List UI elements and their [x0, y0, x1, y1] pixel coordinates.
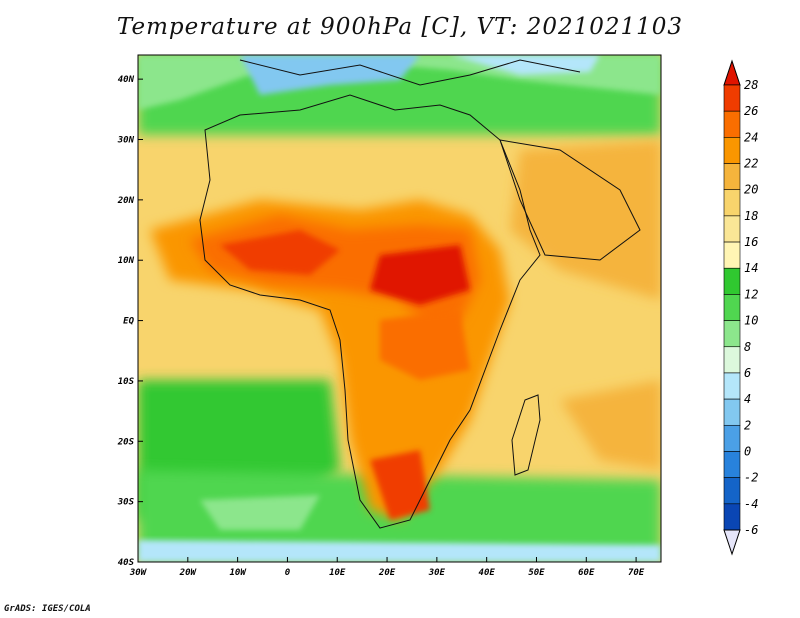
colorbar-label: 14	[744, 261, 758, 275]
colorbar-swatch	[723, 84, 741, 112]
lon-tick-label: 20W	[179, 568, 198, 578]
lon-tick-label: 10W	[229, 568, 247, 578]
coastline	[199, 94, 541, 529]
colorbar-label: 0	[744, 444, 751, 458]
colorbar-label: -4	[744, 497, 758, 511]
lon-tick-label: 70E	[628, 568, 645, 578]
colorbar-label: 18	[744, 209, 758, 223]
colorbar-label: 24	[744, 130, 758, 144]
plot-frame	[137, 54, 662, 563]
temperature-field	[138, 55, 661, 562]
colorbar-label: 6	[744, 366, 751, 380]
lat-tick-label: EQ	[123, 317, 134, 327]
lon-tick-label: 20E	[378, 568, 396, 578]
colorbar-swatch	[723, 503, 741, 531]
colorbar-swatch	[723, 320, 741, 348]
lon-tick-label: 60E	[578, 568, 595, 578]
lat-tick-label: 20S	[117, 437, 135, 447]
lat-tick-label: 20N	[117, 196, 135, 206]
colorbar-swatch	[723, 294, 741, 321]
colorbar-swatch	[723, 346, 741, 374]
colorbar-label: 20	[744, 183, 758, 197]
colorbar-swatch	[723, 424, 741, 452]
colorbar-swatch	[723, 163, 741, 191]
lon-tick-label: 40E	[479, 568, 496, 578]
colorbar-swatch	[723, 241, 741, 269]
colorbar-label: 26	[744, 104, 758, 118]
lon-tick-label: 30W	[129, 568, 148, 578]
map-title: Temperature at 900hPa [C], VT: 202102110…	[116, 14, 684, 40]
lon-tick-label: 10E	[329, 568, 346, 578]
lat-tick-label: 30S	[117, 498, 135, 508]
colorbar-swatch	[723, 189, 741, 217]
colorbar-label: 12	[744, 287, 758, 301]
lat-tick-label: 40N	[118, 75, 135, 85]
colorbar-label: 10	[744, 314, 758, 328]
colorbar-swatch	[723, 137, 741, 164]
colorbar-label: 2	[744, 418, 751, 432]
colorbar-swatch	[723, 110, 741, 138]
colorbar-label: 28	[744, 78, 758, 92]
colorbar-max-triangle	[723, 59, 741, 86]
credit-label: GrADS: IGES/COLA	[4, 604, 91, 614]
arabia-outline	[499, 139, 641, 261]
colorbar-swatch	[723, 215, 741, 243]
colorbar-label: -6	[744, 523, 758, 537]
colorbar-label: -2	[744, 471, 758, 485]
colorbar-label: 22	[744, 157, 758, 171]
latitude-axis: 40N 30N 20N 10N EQ 10S 20S 30S 40S	[117, 75, 143, 568]
lat-tick-label: 30N	[117, 136, 135, 146]
europe-outline	[239, 59, 581, 86]
lon-tick-label: 50E	[528, 568, 545, 578]
colorbar-swatch	[723, 477, 741, 505]
colorbar-label: 4	[744, 392, 751, 406]
lat-tick-label: 40S	[118, 558, 135, 568]
colorbar-swatch	[723, 451, 741, 478]
colorbar-label: 16	[744, 235, 758, 249]
lat-tick-label: 10S	[118, 377, 135, 387]
longitude-axis: 30W 20W 10W 0 10E 20E 30E 40E 50E 60E 70E	[129, 557, 645, 578]
madagascar-outline	[511, 394, 541, 476]
lon-tick-label: 30E	[428, 568, 446, 578]
colorbar-swatch	[723, 267, 741, 295]
colorbar-swatch	[723, 398, 741, 426]
lon-tick-label: 0	[285, 568, 291, 578]
colorbar-min-triangle	[723, 529, 741, 556]
colorbar-swatch	[723, 372, 741, 400]
colorbar-label: 8	[744, 340, 751, 354]
lat-tick-label: 10N	[118, 256, 135, 266]
